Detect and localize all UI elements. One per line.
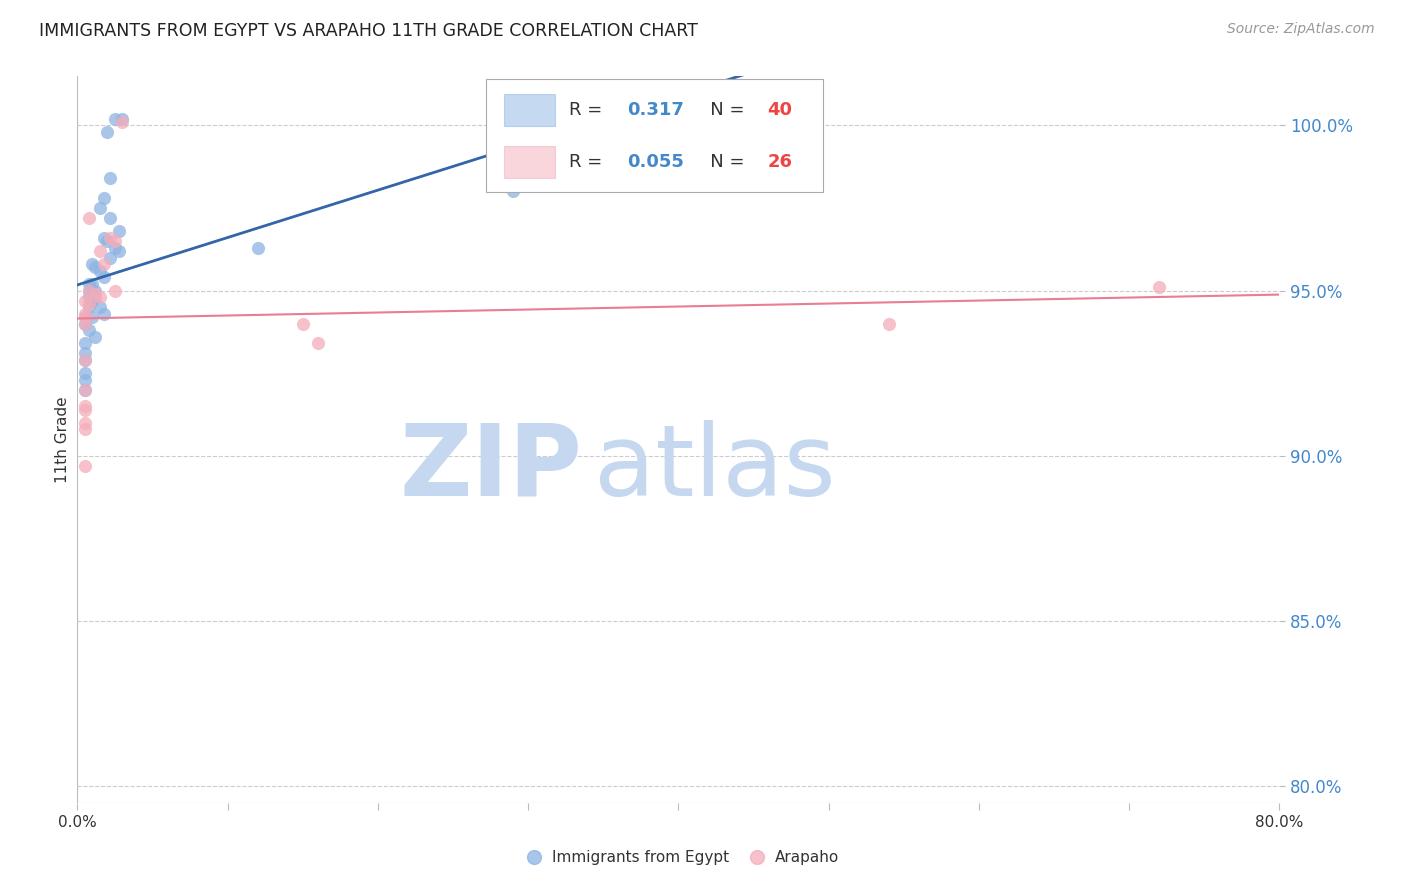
Point xyxy=(100,211,122,225)
Point xyxy=(89,300,111,314)
Point xyxy=(111,115,134,129)
Point xyxy=(89,244,111,258)
Point xyxy=(89,201,111,215)
Point xyxy=(73,458,96,473)
Point xyxy=(108,244,131,258)
Text: 40: 40 xyxy=(768,101,793,119)
Point xyxy=(73,373,96,387)
Point xyxy=(104,112,127,126)
Point xyxy=(73,307,96,321)
Text: R =: R = xyxy=(569,101,614,119)
FancyBboxPatch shape xyxy=(505,145,554,178)
Point xyxy=(82,257,104,271)
FancyBboxPatch shape xyxy=(486,79,823,192)
Text: N =: N = xyxy=(693,101,749,119)
Point xyxy=(79,277,101,291)
Point xyxy=(73,317,96,331)
Point xyxy=(79,284,101,298)
Point xyxy=(73,346,96,360)
Point xyxy=(84,284,107,298)
Text: Source: ZipAtlas.com: Source: ZipAtlas.com xyxy=(1227,22,1375,37)
Point xyxy=(73,353,96,368)
Point xyxy=(79,297,101,311)
Point xyxy=(246,241,269,255)
Point xyxy=(73,310,96,324)
Point xyxy=(73,416,96,430)
Point xyxy=(104,234,127,248)
Text: 0.317: 0.317 xyxy=(627,101,683,119)
Point xyxy=(89,290,111,304)
Point xyxy=(104,241,127,255)
Point xyxy=(73,366,96,380)
Point xyxy=(79,290,101,304)
Point xyxy=(84,290,107,304)
Point xyxy=(73,317,96,331)
Point xyxy=(89,264,111,278)
Point xyxy=(73,399,96,413)
Point xyxy=(100,251,122,265)
Point xyxy=(93,257,115,271)
Point xyxy=(100,231,122,245)
Point xyxy=(82,310,104,324)
Text: atlas: atlas xyxy=(595,420,837,516)
Point xyxy=(93,270,115,285)
Point xyxy=(79,323,101,337)
Text: R =: R = xyxy=(569,153,614,170)
Point xyxy=(73,383,96,397)
Text: 0.055: 0.055 xyxy=(627,153,683,170)
Point xyxy=(84,287,107,301)
Point xyxy=(1149,280,1171,294)
Point xyxy=(96,125,118,139)
Text: IMMIGRANTS FROM EGYPT VS ARAPAHO 11TH GRADE CORRELATION CHART: IMMIGRANTS FROM EGYPT VS ARAPAHO 11TH GR… xyxy=(39,22,699,40)
Point xyxy=(73,402,96,417)
Point xyxy=(111,112,134,126)
Point xyxy=(79,284,101,298)
Point xyxy=(73,353,96,368)
Point xyxy=(93,231,115,245)
Point xyxy=(79,300,101,314)
Point xyxy=(84,260,107,275)
Point xyxy=(93,191,115,205)
Point xyxy=(82,277,104,291)
Y-axis label: 11th Grade: 11th Grade xyxy=(55,396,70,483)
Point xyxy=(79,211,101,225)
Text: ZIP: ZIP xyxy=(399,420,582,516)
Point xyxy=(73,293,96,308)
Point xyxy=(307,336,329,351)
Point xyxy=(108,224,131,238)
Point xyxy=(82,293,104,308)
Point xyxy=(73,336,96,351)
Point xyxy=(100,171,122,186)
Point xyxy=(96,234,118,248)
Text: N =: N = xyxy=(693,153,749,170)
Point xyxy=(93,307,115,321)
Text: Arapaho: Arapaho xyxy=(775,850,839,865)
Point xyxy=(104,284,127,298)
Point xyxy=(291,317,314,331)
Point xyxy=(73,383,96,397)
Point xyxy=(73,422,96,436)
FancyBboxPatch shape xyxy=(505,94,554,126)
Point xyxy=(84,330,107,344)
Point xyxy=(73,310,96,324)
Text: 26: 26 xyxy=(768,153,793,170)
Point xyxy=(877,317,900,331)
Point xyxy=(502,185,524,199)
Text: Immigrants from Egypt: Immigrants from Egypt xyxy=(553,850,730,865)
